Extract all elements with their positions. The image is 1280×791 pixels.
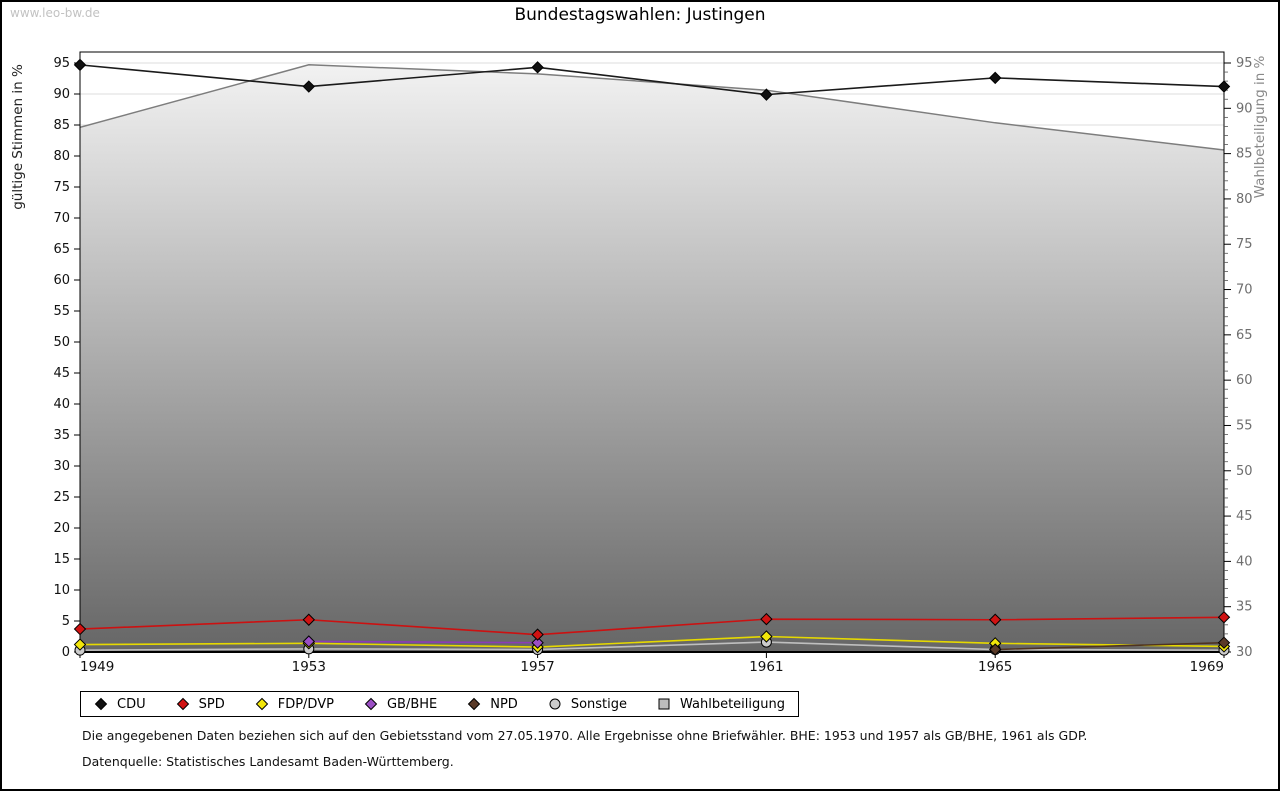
svg-text:30: 30	[1236, 645, 1253, 660]
left-axis: 0 5 10 15 20 25 30 35 40 45 50 55 60 65 70 75 80 85 90 95 gü…	[10, 56, 80, 660]
svg-text:1953: 1953	[292, 659, 326, 675]
footnote-source: Datenquelle: Statistisches Landesamt Bad…	[82, 754, 454, 769]
svg-text:50: 50	[53, 335, 70, 350]
watermark: www.leo-bw.de	[10, 6, 100, 20]
svg-text:95: 95	[53, 56, 70, 71]
svg-text:55: 55	[53, 304, 70, 319]
legend-item-npd: NPD	[467, 697, 518, 712]
svg-text:85: 85	[53, 118, 70, 133]
svg-text:70: 70	[53, 211, 70, 226]
npd-marker-icon	[468, 697, 481, 711]
cdu-marker-icon	[94, 697, 108, 711]
svg-text:1965: 1965	[978, 659, 1012, 675]
svg-text:1949: 1949	[80, 659, 114, 675]
chart-title: Bundestagswahlen: Justingen	[514, 5, 766, 25]
svg-text:40: 40	[53, 397, 70, 412]
svg-text:80: 80	[53, 149, 70, 164]
svg-text:90: 90	[1236, 101, 1253, 116]
legend-item-gb-bhe: GB/BHE	[364, 697, 437, 712]
svg-text:95: 95	[1236, 56, 1253, 71]
legend-label: NPD	[490, 696, 518, 712]
legend-item-sonstige: Sonstige	[548, 697, 627, 712]
svg-text:90: 90	[53, 87, 70, 102]
svg-text:55: 55	[1236, 418, 1253, 433]
svg-text:Wahlbeteiligung in %: Wahlbeteiligung in %	[1252, 55, 1268, 198]
svg-text:45: 45	[1236, 509, 1253, 524]
svg-text:80: 80	[1236, 192, 1253, 207]
svg-text:75: 75	[53, 180, 70, 195]
turnout-area	[79, 64, 1225, 652]
svg-text:75: 75	[1236, 237, 1253, 252]
svg-text:1969: 1969	[1190, 659, 1224, 675]
svg-text:65: 65	[1236, 328, 1253, 343]
svg-text:10: 10	[53, 583, 70, 598]
svg-text:50: 50	[1236, 464, 1253, 479]
svg-text:5: 5	[62, 614, 70, 629]
svg-text:gültige Stimmen in %: gültige Stimmen in %	[10, 64, 26, 210]
spd-marker-icon	[176, 697, 189, 711]
svg-text:85: 85	[1236, 147, 1253, 162]
svg-text:60: 60	[1236, 373, 1253, 388]
svg-text:35: 35	[53, 428, 70, 443]
legend-label: Sonstige	[570, 696, 627, 712]
legend-label: SPD	[198, 696, 225, 712]
x-axis: 1949 1953 1957 1961 1965 1969	[79, 652, 1225, 675]
series-npd	[988, 636, 1231, 656]
legend-label: Wahlbeteiligung	[680, 696, 786, 712]
plot-frame	[79, 51, 1225, 653]
series-gb-bhe	[302, 635, 544, 649]
svg-text:40: 40	[1236, 554, 1253, 569]
legend-item-wahlbeteiligung: Wahlbeteiligung	[657, 697, 785, 712]
svg-text:25: 25	[53, 490, 70, 505]
sonstige-marker-icon	[549, 698, 561, 710]
right-axis: 30 35 40 45 50 55 60 65 70 75 80 85 90 95 Wahlbeteilig…	[1224, 55, 1268, 660]
svg-text:65: 65	[53, 242, 70, 257]
legend-label: CDU	[117, 696, 146, 712]
svg-text:1961: 1961	[749, 659, 783, 675]
wahlbeteiligung-marker-icon	[658, 698, 670, 710]
gb-bhe-marker-icon	[364, 697, 378, 711]
legend-label: GB/BHE	[386, 696, 438, 712]
fdp-dvp-marker-icon	[255, 697, 268, 711]
legend-item-spd: SPD	[176, 697, 225, 712]
svg-text:45: 45	[53, 366, 70, 381]
svg-text:1957: 1957	[520, 659, 554, 675]
svg-text:60: 60	[53, 273, 70, 288]
svg-text:0: 0	[62, 645, 70, 660]
series-cdu	[73, 58, 1231, 101]
svg-text:15: 15	[53, 552, 70, 567]
legend-label: FDP/DVP	[277, 696, 334, 712]
svg-text:20: 20	[53, 521, 70, 536]
svg-text:35: 35	[1236, 600, 1253, 615]
legend-item-cdu: CDU	[94, 697, 146, 712]
chart-legend: CDU SPD FDP/DVP GB/BHE NPD Sonstige Wahlbeteil…	[80, 691, 800, 717]
footnote-geography: Die angegebenen Daten beziehen sich auf …	[82, 728, 1088, 743]
legend-item-fdp-dvp: FDP/DVP	[255, 697, 334, 712]
series-spd	[73, 611, 1231, 641]
svg-text:30: 30	[53, 459, 70, 474]
election-chart: 0 5 10 15 20 25 30 35 40 45 50 55 60 65 70 75 80 85 90 95 gü…	[10, 51, 1268, 675]
svg-text:70: 70	[1236, 283, 1253, 298]
